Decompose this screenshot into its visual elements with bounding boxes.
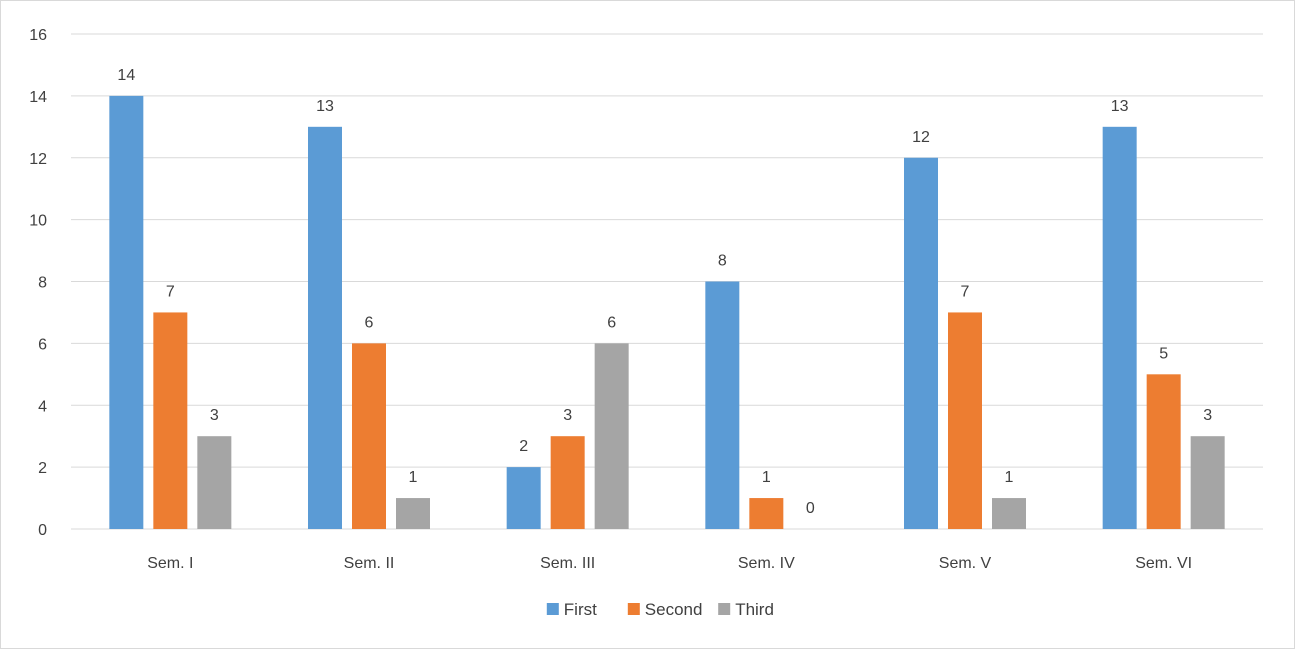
y-tick-label: 2 — [38, 460, 47, 477]
y-tick-label: 4 — [38, 398, 47, 415]
y-tick-label: 14 — [29, 89, 47, 106]
y-tick-label: 6 — [38, 336, 47, 353]
y-tick-label: 0 — [38, 522, 47, 539]
legend-swatch — [546, 603, 559, 615]
y-axis: 0 2 4 6 8 10 12 14 16 — [29, 27, 47, 539]
bar-third-5 — [992, 498, 1026, 529]
legend[interactable]: First Second Third — [546, 600, 774, 619]
bar-second-5 — [948, 312, 982, 529]
y-tick-label: 12 — [29, 151, 47, 168]
legend-swatch — [627, 603, 640, 615]
bar-third-3 — [594, 343, 629, 529]
x-tick-label: Sem. II — [344, 555, 395, 572]
x-tick-label: Sem. I — [147, 555, 193, 572]
data-label-second-1: 7 — [166, 283, 175, 300]
x-tick-label: Sem. III — [540, 555, 595, 572]
bar-first-3 — [506, 467, 541, 529]
bar-first-2 — [308, 126, 342, 529]
bar-second-1 — [153, 312, 188, 529]
legend-label: First — [564, 600, 597, 619]
data-label-second-4: 1 — [762, 469, 771, 486]
y-tick-label: 10 — [29, 213, 47, 230]
bar-third-2 — [396, 498, 430, 529]
data-label-first-6: 13 — [1111, 98, 1129, 115]
data-label-first-5: 12 — [912, 129, 930, 146]
bar-second-3 — [550, 436, 585, 529]
data-label-first-1: 14 — [117, 67, 135, 84]
data-label-first-2: 13 — [316, 98, 334, 115]
x-tick-label: Sem. VI — [1135, 555, 1192, 572]
data-label-third-3: 6 — [607, 314, 616, 331]
bar-second-2 — [352, 343, 386, 529]
legend-item-first[interactable]: First — [546, 600, 597, 619]
bar-second-6 — [1146, 374, 1181, 529]
gridlines — [71, 33, 1263, 530]
bar-third-1 — [197, 436, 232, 529]
bar-first-1 — [109, 95, 144, 529]
data-label-third-2: 1 — [409, 469, 418, 486]
data-label-first-4: 8 — [718, 253, 727, 270]
y-tick-label: 16 — [29, 27, 47, 44]
legend-label: Third — [735, 600, 774, 619]
data-label-third-5: 1 — [1005, 469, 1014, 486]
legend-item-third[interactable]: Third — [718, 600, 774, 619]
legend-label: Second — [645, 600, 703, 619]
bars — [109, 95, 1225, 529]
data-label-third-1: 3 — [210, 407, 219, 424]
bar-first-5 — [904, 157, 938, 529]
legend-swatch — [718, 603, 731, 615]
x-tick-label: Sem. V — [939, 555, 992, 572]
data-label-second-5: 7 — [961, 283, 970, 300]
data-label-first-3: 2 — [519, 438, 528, 455]
x-axis: Sem. I Sem. II Sem. III Sem. IV Sem. V Sem. V… — [147, 555, 1192, 572]
y-tick-label: 8 — [38, 275, 47, 292]
bar-first-6 — [1102, 126, 1137, 529]
x-tick-label: Sem. IV — [738, 555, 795, 572]
data-label-second-2: 6 — [365, 314, 374, 331]
bar-first-4 — [705, 281, 740, 529]
bar-third-6 — [1190, 436, 1225, 529]
data-label-second-3: 3 — [563, 407, 572, 424]
data-label-third-6: 3 — [1203, 407, 1212, 424]
data-label-second-6: 5 — [1159, 345, 1168, 362]
data-label-third-4: 0 — [806, 500, 815, 517]
bar-second-4 — [749, 498, 784, 529]
legend-item-second[interactable]: Second — [627, 600, 703, 619]
